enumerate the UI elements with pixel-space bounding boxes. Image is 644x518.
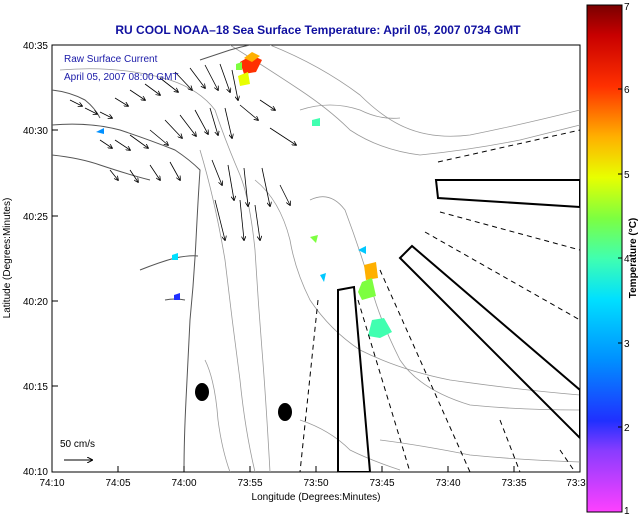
y-tick-label: 40:15 (23, 382, 48, 393)
map-title: RU COOL NOAA–18 Sea Surface Temperature:… (115, 23, 521, 37)
y-tick-label: 40:35 (23, 41, 48, 52)
axis-tick-marks (51, 44, 581, 473)
x-tick-label: 73:3 (566, 478, 586, 489)
plot-frame (51, 44, 581, 473)
legend-line-1: Raw Surface Current (64, 54, 158, 65)
x-axis-label: Longitude (Degrees:Minutes) (252, 492, 381, 503)
colorbar-label: Temperature (°C) (628, 218, 639, 299)
x-tick-label: 73:45 (369, 478, 394, 489)
x-tick-label: 73:40 (435, 478, 460, 489)
y-tick-label: 40:30 (23, 126, 48, 137)
x-tick-label: 73:50 (303, 478, 328, 489)
x-tick-label: 74:00 (171, 478, 196, 489)
colorbar-ticks (618, 4, 622, 513)
bathymetry-contours (59, 45, 580, 472)
x-tick-label: 73:55 (237, 478, 262, 489)
colorbar-tick-label: 6 (624, 85, 630, 96)
colorbar-tick-label: 3 (624, 339, 630, 350)
y-tick-label: 40:25 (23, 212, 48, 223)
y-tick-label: 40:10 (23, 467, 48, 478)
y-tick-label: 40:20 (23, 297, 48, 308)
colorbar-tick-label: 1 (624, 506, 630, 517)
colorbar-tick-label: 7 (624, 2, 630, 13)
x-tick-label: 74:10 (39, 478, 64, 489)
station-marker-2 (278, 403, 292, 421)
station-marker-1 (195, 383, 209, 401)
colorbar (586, 4, 623, 513)
surface-current-vectors (69, 63, 296, 240)
sst-patches (96, 52, 392, 338)
legend-line-2: April 05, 2007 08:00 GMT (64, 72, 179, 83)
colorbar-tick-label: 2 (624, 423, 630, 434)
y-axis-label: Latitude (Degrees:Minutes) (2, 198, 13, 319)
x-tick-label: 73:35 (501, 478, 526, 489)
map-content: Raw Surface Current April 05, 2007 08:00… (52, 45, 580, 472)
colorbar-tick-label: 4 (624, 254, 630, 265)
scale-label: 50 cm/s (60, 439, 95, 450)
colorbar-tick-label: 5 (624, 170, 630, 181)
mask-polygons (337, 179, 580, 472)
x-tick-label: 74:05 (105, 478, 130, 489)
radial-dashed-lines (299, 129, 580, 472)
